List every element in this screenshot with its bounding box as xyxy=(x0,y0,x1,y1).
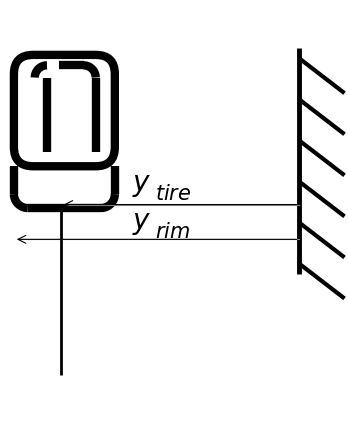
Text: $y$: $y$ xyxy=(132,210,152,237)
Text: $y$: $y$ xyxy=(132,172,152,199)
Text: $tire$: $tire$ xyxy=(155,184,191,204)
Text: $rim$: $rim$ xyxy=(155,222,190,242)
